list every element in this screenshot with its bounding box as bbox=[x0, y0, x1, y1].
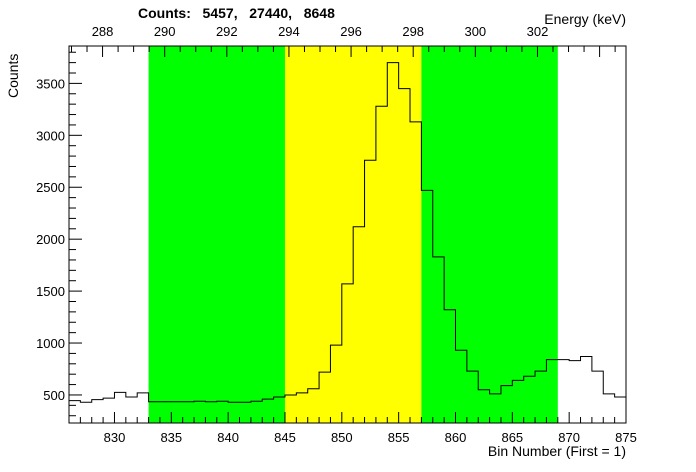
y-tick-label: 3500 bbox=[36, 76, 65, 91]
top-tick-label: 294 bbox=[278, 24, 300, 39]
top-tick-label: 292 bbox=[216, 24, 238, 39]
y-axis-label: Counts bbox=[5, 53, 21, 98]
top-tick-label: 290 bbox=[154, 24, 176, 39]
top-tick-label: 288 bbox=[92, 24, 114, 39]
y-tick-label: 1000 bbox=[36, 336, 65, 351]
top-tick-label: 300 bbox=[464, 24, 486, 39]
y-tick-label: 2000 bbox=[36, 232, 65, 247]
x-tick-label: 830 bbox=[104, 430, 126, 445]
chart-title: Counts: 5457, 27440, 8648 bbox=[138, 5, 335, 21]
x-tick-label: 855 bbox=[388, 430, 410, 445]
x-tick-label: 860 bbox=[445, 430, 467, 445]
x-axis-label: Bin Number (First = 1) bbox=[487, 443, 626, 459]
top-axis-label: Energy (keV) bbox=[544, 11, 626, 27]
y-tick-label: 500 bbox=[43, 388, 65, 403]
x-tick-label: 870 bbox=[558, 430, 580, 445]
y-axis-ticks: 500 1000 1500 2000 2500 3000 3500 bbox=[36, 51, 82, 417]
x-tick-label: 835 bbox=[160, 430, 182, 445]
x-axis-ticks: 830 835 840 845 850 855 860 865 870 875 bbox=[68, 412, 637, 445]
histogram-series bbox=[69, 62, 626, 403]
x-tick-label: 845 bbox=[274, 430, 296, 445]
x-tick-label: 875 bbox=[615, 430, 637, 445]
x-tick-label: 850 bbox=[331, 430, 353, 445]
x-tick-label: 865 bbox=[501, 430, 523, 445]
region-2 bbox=[421, 46, 558, 423]
y-tick-label: 1500 bbox=[36, 284, 65, 299]
plot-frame bbox=[68, 45, 627, 424]
region-0 bbox=[148, 46, 285, 423]
top-tick-label: 302 bbox=[527, 24, 549, 39]
top-tick-label: 296 bbox=[340, 24, 362, 39]
x-tick-label: 840 bbox=[217, 430, 239, 445]
histogram-line bbox=[69, 62, 626, 403]
top-axis-ticks: 288 290 292 294 296 298 300 302 bbox=[70, 24, 616, 57]
top-tick-label: 298 bbox=[402, 24, 424, 39]
y-tick-label: 3000 bbox=[36, 128, 65, 143]
y-tick-label: 2500 bbox=[36, 180, 65, 195]
